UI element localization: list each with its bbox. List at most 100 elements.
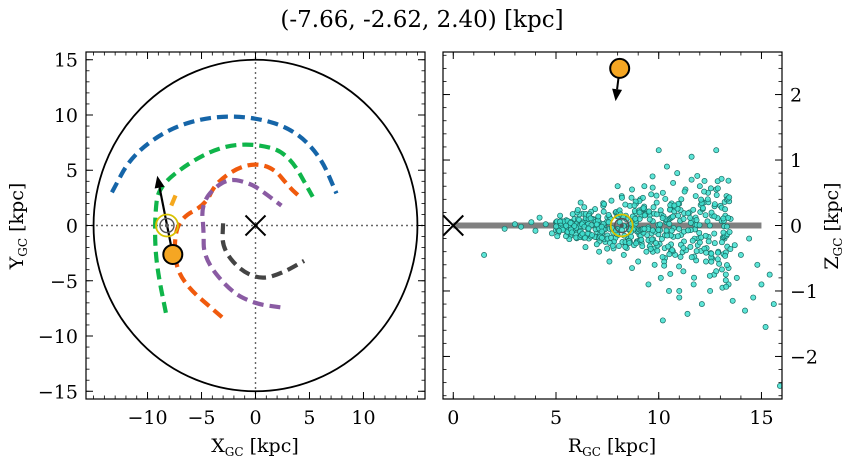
rz-scatter-point xyxy=(654,247,661,254)
rz-scatter-point xyxy=(713,147,720,154)
rz-scatter-point xyxy=(702,212,709,219)
rz-scatter-point xyxy=(658,235,665,242)
rz-scatter-point xyxy=(704,196,711,203)
rz-scatter-point xyxy=(609,242,616,249)
rz-scatter-point xyxy=(653,211,660,218)
rz-scatter-point xyxy=(616,219,623,226)
rz-scatter-point xyxy=(628,194,635,201)
rz-scatter-point xyxy=(582,244,589,251)
rz-scatter-point xyxy=(758,281,765,288)
rz-scatter-point xyxy=(653,240,659,247)
rz-scatter-point xyxy=(711,230,718,237)
rz-scatter-point xyxy=(632,215,639,222)
rz-scatter-point xyxy=(687,219,694,226)
rz-scatter-point xyxy=(587,215,594,222)
rz-scatter-point xyxy=(649,227,656,234)
rz-scatter-point xyxy=(742,307,748,314)
rz-scatter-point xyxy=(692,193,699,199)
rz-scatter-point xyxy=(598,234,605,241)
xy-panel: −10 −5 0 5 10 −15 −10 −5 0 5 10 15 XGC [kpc] YGC [k… xyxy=(6,50,426,459)
rz-scatter-point xyxy=(666,251,673,258)
rz-scatter-point xyxy=(648,236,655,243)
rz-scatter-point xyxy=(703,258,709,265)
rz-y-tick-label: −2 xyxy=(790,346,818,368)
spiral-arm-4 xyxy=(220,223,306,280)
rz-y-tick-label: 2 xyxy=(790,85,802,107)
xy-frame xyxy=(85,51,426,400)
rz-scatter-point xyxy=(727,246,734,252)
xy-x-tick-label: 0 xyxy=(249,407,261,429)
rz-scatter-point xyxy=(593,221,600,228)
xy-y-axis-label: YGC [kpc] xyxy=(6,183,30,271)
rz-y-tick-label: −1 xyxy=(790,281,818,303)
rz-scatter-point xyxy=(553,223,560,230)
rz-scatter-point xyxy=(696,229,703,236)
rz-scatter-point xyxy=(638,236,645,243)
rz-scatter-point xyxy=(556,227,563,234)
rz-scatter-point xyxy=(762,324,769,330)
rz-scatter-point xyxy=(677,253,684,260)
rz-scatter-point xyxy=(693,248,700,255)
rz-scatter-point xyxy=(668,227,675,234)
xy-ticks: −10 −5 0 5 10 −15 −10 −5 0 5 10 15 xyxy=(38,50,425,429)
rz-scatter-point xyxy=(667,270,674,277)
rz-scatter-point xyxy=(665,243,672,250)
rz-scatter-point xyxy=(714,185,721,192)
rz-scatter-point xyxy=(689,237,696,244)
rz-scatter-point xyxy=(629,186,635,193)
rz-scatter-point xyxy=(726,229,733,235)
rz-scatter-point xyxy=(636,209,643,216)
rz-x-tick-label: 15 xyxy=(749,407,773,429)
rz-scatter-point xyxy=(688,176,695,183)
rz-scatter-point xyxy=(671,202,678,209)
rz-scatter-point xyxy=(601,201,608,208)
rz-scatter-point xyxy=(532,227,539,234)
rz-scatter-point xyxy=(770,301,777,308)
rz-scatter-point xyxy=(646,216,653,223)
rz-scatter-point xyxy=(574,206,581,213)
rz-scatter-point xyxy=(694,172,701,179)
rz-x-tick-label: 5 xyxy=(550,407,562,429)
rz-scatter-point xyxy=(725,177,732,184)
rz-scatter-point xyxy=(723,283,730,290)
rz-scatter-point xyxy=(687,243,694,250)
rz-scatter-point xyxy=(651,261,658,268)
rz-scatter-point xyxy=(481,252,488,258)
rz-scatter-point xyxy=(754,261,761,268)
rz-scatter-point xyxy=(688,254,695,261)
rz-scatter-point xyxy=(680,244,687,251)
rz-sun-marker-dot xyxy=(619,223,624,228)
xy-x-tick-label: −5 xyxy=(188,407,216,429)
rz-y-axis-label: ZGC [kpc] xyxy=(821,182,845,269)
rz-scatter-point xyxy=(702,232,709,239)
rz-scatter-point xyxy=(737,252,744,258)
rz-scatter-point xyxy=(571,222,578,229)
rz-scatter-point xyxy=(711,240,718,247)
rz-x-axis-label: RGC [kpc] xyxy=(568,435,656,459)
rz-scatter-point xyxy=(669,213,676,220)
spiral-arm-3 xyxy=(200,177,283,310)
rz-scatter-point xyxy=(641,225,648,232)
rz-scatter-point xyxy=(676,225,682,232)
rz-scatter-point xyxy=(681,188,688,195)
rz-scatter-point xyxy=(703,249,710,256)
rz-scatter-point xyxy=(661,262,668,269)
spiral-arm-0 xyxy=(110,114,339,195)
rz-scatter-point xyxy=(646,208,653,215)
rz-scatter-point xyxy=(708,250,715,257)
xy-y-tick-label: 0 xyxy=(66,216,78,238)
xy-velocity-arrow-head xyxy=(154,175,165,189)
rz-scatter-point xyxy=(669,247,676,254)
rz-scatter-point xyxy=(585,225,592,232)
rz-scatter-point xyxy=(726,194,733,201)
rz-scatter-point xyxy=(639,243,646,250)
rz-scatter-point xyxy=(567,219,574,226)
rz-scatter-point xyxy=(501,225,508,232)
xy-y-tick-label: −10 xyxy=(38,326,78,348)
xy-y-tick-label: 10 xyxy=(54,105,78,127)
rz-scatter-point xyxy=(641,212,648,219)
rz-scatter-point xyxy=(733,274,740,281)
rz-scatter-point xyxy=(766,271,773,278)
rz-scatter-point xyxy=(643,248,650,255)
